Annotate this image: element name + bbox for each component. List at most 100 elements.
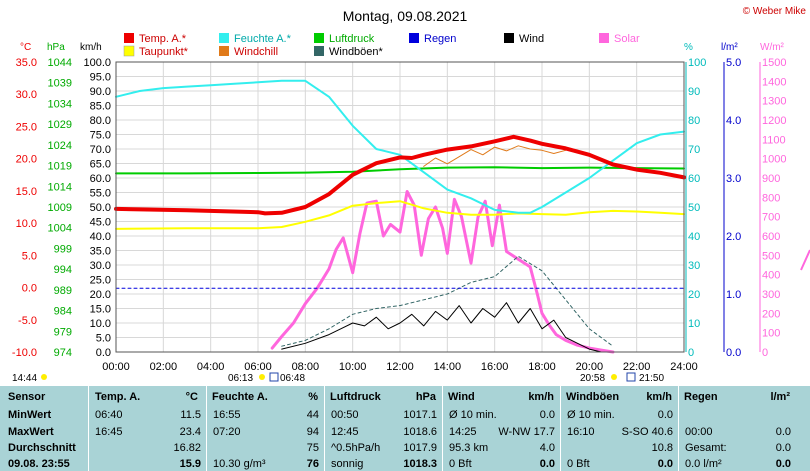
stats-gust-label: Ø 10 min. (567, 409, 615, 421)
wind-tick: 35.0 (90, 246, 111, 258)
legend-swatch-gusts (314, 46, 324, 56)
x-axis: 00:00 02:00 04:00 06:00 08:00 10:00 12:00 14:00… (102, 361, 698, 373)
wind-tick: 10.0 (90, 318, 111, 330)
x-tick-label: 22:00 (623, 361, 651, 373)
temp-tick: -10.0 (12, 347, 37, 359)
sunrise-icon (259, 374, 265, 380)
legend-swatch-humidity (219, 33, 229, 43)
stats-rain-label: Gesamt: (685, 442, 727, 454)
stats-hum-value: 44 (306, 409, 319, 421)
stats-hum-value: 76 (306, 458, 319, 470)
stats-gust-value: 0.0 (657, 409, 673, 421)
solar-tick: 1000 (762, 154, 786, 166)
wind-tick: 30.0 (90, 260, 111, 272)
wind-tick: 85.0 (90, 101, 111, 113)
stats-rain-value: 0.0 (775, 426, 791, 438)
stats-header-gusts: Windböen (566, 391, 620, 403)
rain-tick: 4.0 (726, 115, 741, 127)
humidity-tick: 60 (688, 173, 700, 185)
stats-row-label: MaxWert (8, 426, 54, 438)
x-tick-label: 18:00 (528, 361, 556, 373)
series-luftdruck (115, 166, 685, 175)
wind-tick: 50.0 (90, 202, 111, 214)
x-tick-label: 20:00 (576, 361, 604, 373)
temp-tick: 15.0 (16, 186, 37, 198)
solar-tick: 800 (762, 192, 780, 204)
wind-tick: 90.0 (90, 86, 111, 98)
stats-wind-value: 0.0 (539, 409, 555, 421)
wind-tick: 5.0 (96, 333, 111, 345)
stats-press-time: ^0.5hPa/h (331, 442, 381, 454)
stats-header-wind-unit: km/h (528, 391, 554, 403)
left-time-label: 14:44 (12, 373, 37, 384)
temp-tick: 10.0 (16, 218, 37, 230)
legend-label-pressure: Luftdruck (329, 33, 375, 45)
wind-tick: 25.0 (90, 275, 111, 287)
legend-label-solar: Solar (614, 33, 640, 45)
stats-gust-mid: S-SO 40.6 (621, 426, 673, 438)
humidity-tick: 40 (688, 231, 700, 243)
wind-tick: 60.0 (90, 173, 111, 185)
humidity-tick: 70 (688, 144, 700, 156)
stats-press-value: 1018.6 (403, 426, 437, 438)
stats-wind-label: Ø 10 min. (449, 409, 497, 421)
stats-header-pressure: Luftdruck (330, 391, 381, 403)
humidity-tick: 100 (688, 57, 706, 69)
x-tick-label: 16:00 (481, 361, 509, 373)
rain-tick: 1.0 (726, 289, 741, 301)
solar-tick: 600 (762, 231, 780, 243)
solar-tick: 1300 (762, 96, 786, 108)
series-windb-en (281, 255, 614, 347)
x-tick-label: 08:00 (292, 361, 320, 373)
stats-header-temp-unit: °C (185, 391, 198, 403)
pressure-tick: 1024 (48, 140, 72, 152)
x-tick-label: 02:00 (150, 361, 178, 373)
stats-press-value: 1017.1 (403, 409, 437, 421)
pressure-tick: 1014 (48, 181, 72, 193)
pressure-tick: 999 (54, 243, 72, 255)
pressure-tick: 1029 (48, 119, 72, 131)
credit-label: © Weber Mike (743, 6, 807, 17)
legend-label-wind: Wind (519, 33, 544, 45)
solar-tick: 400 (762, 270, 780, 282)
stats-rain-value: 0.0 (775, 442, 791, 454)
stats-press-time: 12:45 (331, 426, 359, 438)
temp-tick: 30.0 (16, 89, 37, 101)
x-tick-label: 12:00 (386, 361, 414, 373)
pressure-tick: 1039 (48, 78, 72, 90)
divider (324, 386, 325, 471)
wind-tick: 20.0 (90, 289, 111, 301)
stats-row-label: 09.08. 23:55 (8, 458, 70, 470)
wind-tick: 80.0 (90, 115, 111, 127)
unit-rain: l/m² (721, 42, 738, 53)
x-tick-label: 04:00 (197, 361, 225, 373)
temp-tick: 5.0 (22, 250, 37, 262)
legend-label-humidity: Feuchte A.* (234, 33, 292, 45)
legend-label-dewpoint: Taupunkt* (139, 46, 189, 58)
stats-wind-label: 14:25 (449, 426, 477, 438)
solar-tick: 100 (762, 328, 780, 340)
stats-gust-label: 0 Bft (567, 458, 590, 470)
solar-tick: 1400 (762, 76, 786, 88)
pressure-tick: 1034 (48, 98, 72, 110)
stats-wind-mid: W-NW 17.7 (498, 426, 555, 438)
solar-tick: 700 (762, 212, 780, 224)
stats-hum-value: 75 (306, 442, 319, 454)
pressure-tick: 979 (54, 326, 72, 338)
weather-chart: Montag, 09.08.2021 © Weber Mike Temp. A.… (12, 6, 810, 384)
series-solar (270, 190, 615, 354)
stats-header-pressure-unit: hPa (415, 391, 436, 403)
pressure-tick: 1019 (48, 161, 72, 173)
pressure-tick: 1044 (48, 57, 72, 69)
grid (115, 61, 685, 353)
stats-press-value: 1017.9 (403, 442, 437, 454)
moonset-icon (626, 372, 636, 382)
stats-wind-label: 0 Bft (449, 458, 472, 470)
temp-tick: -5.0 (18, 315, 37, 327)
stats-header-rain-unit: l/m² (770, 391, 790, 403)
legend-swatch-temp (124, 33, 134, 43)
solar-tick: 1500 (762, 57, 786, 69)
wind-tick: 70.0 (90, 144, 111, 156)
stats-header-humidity-unit: % (308, 391, 318, 403)
x-tick-label: 14:00 (434, 361, 462, 373)
